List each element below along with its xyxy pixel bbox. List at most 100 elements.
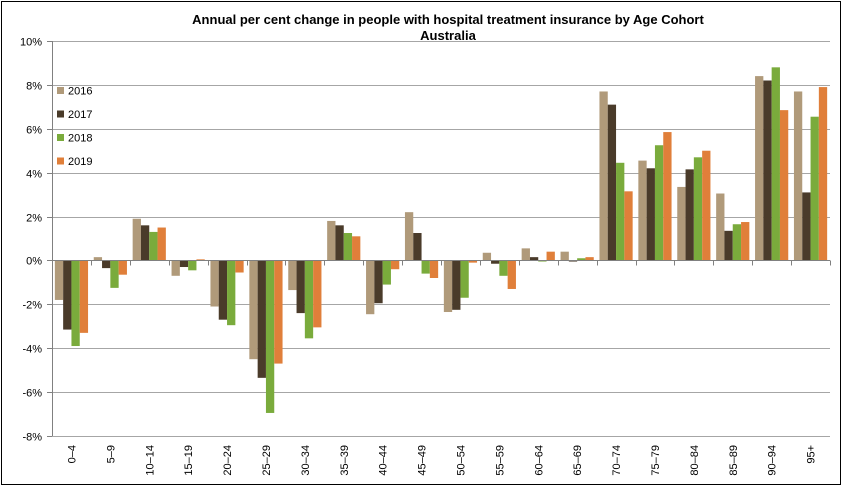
x-tick-label: 65–69 — [572, 445, 584, 476]
bar-2018-1 — [110, 260, 119, 288]
bar-2019-7 — [352, 236, 361, 261]
x-tick-label: 10–14 — [144, 445, 156, 476]
x-tick-label: 5–9 — [105, 445, 117, 463]
bar-2019-2 — [157, 227, 166, 261]
bar-2019-9 — [429, 260, 439, 278]
legend-label-2016: 2016 — [68, 86, 92, 98]
x-tick-label: 45–49 — [417, 445, 429, 476]
gridlines — [52, 41, 830, 437]
bar-2017-7 — [335, 225, 344, 261]
bar-2016-12 — [521, 248, 530, 261]
bar-2019-11 — [507, 260, 516, 289]
bar-2018-18 — [771, 67, 780, 261]
x-tick-label: 0–4 — [67, 445, 79, 463]
legend-label-2018: 2018 — [68, 133, 92, 145]
bar-2016-18 — [755, 76, 764, 261]
bar-2017-18 — [763, 80, 772, 261]
legend-swatch-2017 — [57, 110, 64, 118]
bar-2016-1 — [93, 257, 103, 261]
x-tick-label: 95+ — [806, 445, 818, 464]
bar-2017-5 — [257, 260, 266, 378]
legend-swatch-2016 — [57, 87, 64, 94]
bar-2019-17 — [741, 222, 750, 261]
bar-2019-6 — [313, 260, 322, 328]
bar-2016-17 — [716, 193, 725, 261]
bar-2018-10 — [460, 260, 469, 298]
x-tick-label: 50–54 — [455, 445, 467, 476]
x-tick-label: 90–94 — [767, 445, 779, 476]
bar-2019-12 — [546, 251, 555, 261]
bar-2016-0 — [54, 260, 64, 300]
bar-2018-14 — [616, 162, 625, 261]
y-tick-label: -2% — [22, 300, 42, 312]
bar-2017-16 — [685, 169, 694, 261]
x-tick-label: 85–89 — [728, 445, 740, 476]
bar-2016-8 — [366, 260, 375, 315]
legend-label-2017: 2017 — [68, 109, 92, 121]
bar-2019-1 — [118, 260, 127, 275]
bar-2016-16 — [677, 186, 686, 261]
y-tick-label: -4% — [22, 344, 42, 356]
bar-2019-0 — [79, 260, 89, 333]
legend-swatch-2019 — [57, 157, 64, 165]
bar-2019-3 — [196, 259, 205, 261]
bar-2019-19 — [818, 87, 828, 261]
bar-2019-13 — [585, 257, 594, 261]
bar-2017-10 — [452, 260, 461, 310]
bar-2016-4 — [210, 260, 219, 307]
axes — [47, 41, 831, 437]
bar-2017-2 — [140, 225, 150, 261]
y-tick-label: -6% — [22, 388, 42, 400]
bar-2017-4 — [218, 260, 228, 320]
y-axis-ticks: 10% 8% 6% 4% 2% 0% -2% -4% -6% -8% — [20, 37, 42, 444]
bar-2018-15 — [654, 145, 664, 261]
x-tick-label: 25–29 — [261, 445, 273, 476]
bar-2018-7 — [343, 233, 353, 261]
bar-2018-16 — [693, 157, 703, 261]
bar-2018-11 — [499, 260, 508, 276]
bar-2018-2 — [149, 231, 158, 261]
chart-subtitle: Australia — [420, 28, 476, 43]
bar-2018-17 — [732, 224, 742, 261]
bar-2016-14 — [599, 91, 608, 261]
x-tick-label: 75–79 — [650, 445, 662, 476]
bar-2016-10 — [443, 260, 453, 313]
bar-2017-14 — [607, 104, 617, 261]
bar-2017-3 — [179, 260, 189, 268]
legend-swatch-2018 — [57, 134, 64, 141]
bar-2018-8 — [382, 260, 391, 285]
x-tick-label: 15–19 — [183, 445, 195, 476]
y-tick-label: -8% — [22, 432, 42, 444]
y-tick-label: 6% — [26, 125, 42, 137]
bar-2017-17 — [724, 230, 733, 261]
bar-2017-12 — [529, 257, 539, 261]
bar-2016-19 — [793, 91, 803, 261]
bar-2018-6 — [304, 260, 314, 339]
bar-2019-8 — [390, 260, 400, 270]
x-tick-label: 80–84 — [689, 445, 701, 476]
bar-2018-19 — [810, 116, 819, 261]
legend-label-2019: 2019 — [68, 156, 92, 168]
x-tick-label: 55–59 — [494, 445, 506, 476]
y-tick-label: 4% — [26, 169, 42, 181]
bar-2016-7 — [327, 220, 336, 261]
bar-2016-9 — [404, 212, 414, 261]
bar-2017-9 — [413, 233, 422, 261]
x-tick-label: 30–34 — [300, 445, 312, 476]
chart-title: Annual per cent change in people with ho… — [192, 12, 704, 27]
bar-2018-5 — [265, 260, 275, 413]
bar-2017-11 — [491, 260, 500, 264]
bar-2017-0 — [63, 260, 72, 330]
x-axis-ticks: 0–4 5–9 10–14 15–19 20–24 25–29 30–34 35–39 40–4… — [67, 445, 818, 476]
legend: 2016 2017 2018 2019 — [57, 86, 92, 168]
bar-2017-6 — [296, 260, 305, 314]
x-tick-label: 40–44 — [378, 445, 390, 476]
bar-2018-3 — [188, 260, 197, 271]
y-tick-label: 0% — [26, 256, 42, 268]
bar-2016-2 — [132, 218, 141, 261]
bar-2016-15 — [638, 160, 647, 261]
bar-2019-16 — [702, 150, 711, 261]
bar-2017-8 — [374, 260, 383, 304]
bar-2016-5 — [249, 260, 258, 360]
